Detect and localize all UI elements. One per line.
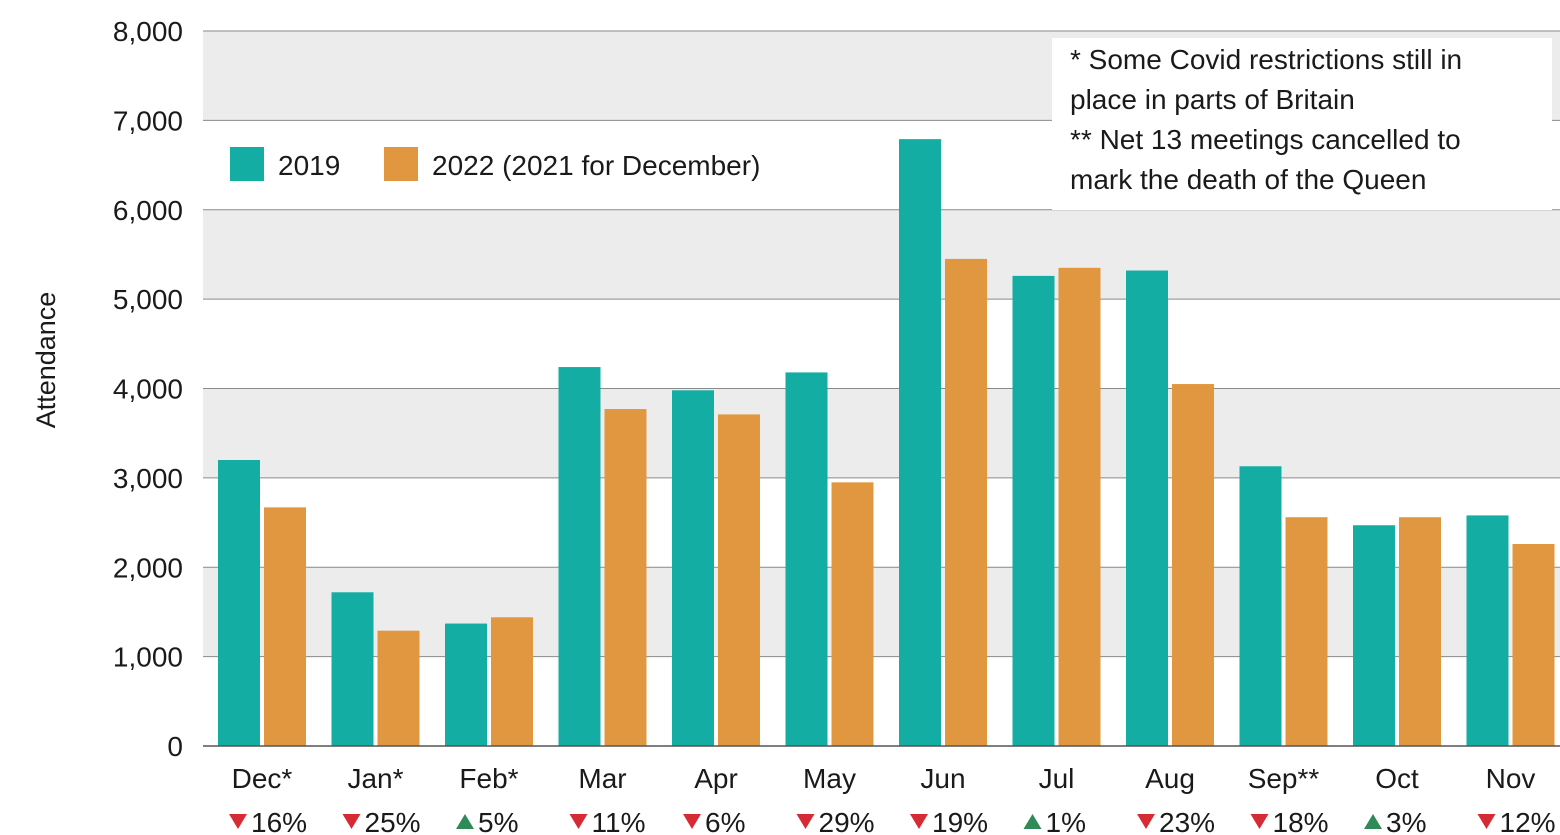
change-label: 5% xyxy=(478,807,518,835)
bar-2019-4 xyxy=(672,390,714,746)
bar-2019-1 xyxy=(331,592,374,746)
bar-2022-11 xyxy=(1512,544,1555,746)
bar-2022-9 xyxy=(1285,517,1328,746)
y-tick-label: 4,000 xyxy=(113,374,183,405)
change-label: 11% xyxy=(592,807,646,835)
grid-band xyxy=(203,567,1560,657)
y-tick-label: 3,000 xyxy=(113,463,183,494)
change-label: 1% xyxy=(1046,807,1086,835)
y-tick-label: 0 xyxy=(167,731,183,762)
change-up-triangle xyxy=(456,814,474,829)
footnote-line-2: place in parts of Britain xyxy=(1070,84,1355,115)
y-tick-label: 1,000 xyxy=(113,642,183,673)
x-tick-label: Apr xyxy=(694,763,738,794)
footnote-line-4: mark the death of the Queen xyxy=(1070,164,1427,195)
bars xyxy=(218,139,1555,747)
footnote-line-3: ** Net 13 meetings cancelled to xyxy=(1070,124,1461,155)
y-tick-label: 5,000 xyxy=(113,284,183,315)
bar-2022-7 xyxy=(1058,267,1101,746)
y-tick-label: 8,000 xyxy=(113,16,183,47)
bar-2019-11 xyxy=(1466,515,1509,746)
x-tick-label: Oct xyxy=(1375,763,1419,794)
bar-2022-5 xyxy=(831,482,874,746)
change-label: 19% xyxy=(932,807,988,835)
change-down-triangle xyxy=(569,814,588,829)
bar-2022-0 xyxy=(264,507,306,746)
bar-2022-2 xyxy=(491,617,533,746)
x-tick-label: Jun xyxy=(920,763,965,794)
grid-band xyxy=(203,388,1560,478)
bar-2019-5 xyxy=(785,372,828,746)
legend-label-2022: 2022 (2021 for December) xyxy=(432,150,760,181)
footnote-box: * Some Covid restrictions still in place… xyxy=(1052,38,1552,210)
change-down-triangle xyxy=(1250,814,1269,829)
change-label: 29% xyxy=(819,807,875,835)
x-tick-label: May xyxy=(803,763,856,794)
legend-label-2019: 2019 xyxy=(278,150,340,181)
change-down-triangle xyxy=(1477,814,1496,829)
change-label: 16% xyxy=(251,807,307,835)
x-tick-label: Feb* xyxy=(459,763,518,794)
bar-2019-3 xyxy=(558,367,601,746)
change-up-triangle xyxy=(1364,814,1382,829)
change-labels: 16% 25% 5% 11% 6% 29% 19% 1% 23% 18% 3% 12% xyxy=(229,807,1556,835)
x-axis-ticks: Dec* Jan* Feb* Mar Apr May Jun Jul Aug Sep** Oct No… xyxy=(232,763,1536,794)
change-up-triangle xyxy=(1023,814,1042,829)
x-tick-label: Dec* xyxy=(232,763,293,794)
change-label: 6% xyxy=(705,807,745,835)
change-label: 3% xyxy=(1386,807,1426,835)
y-tick-label: 6,000 xyxy=(113,195,183,226)
bar-2019-7 xyxy=(1012,275,1055,746)
bar-2019-10 xyxy=(1353,525,1395,746)
change-label: 25% xyxy=(365,807,421,835)
footnote-line-1: * Some Covid restrictions still in xyxy=(1070,44,1463,75)
x-tick-label: Mar xyxy=(578,763,626,794)
bar-2022-3 xyxy=(604,409,647,746)
legend: 2019 2022 (2021 for December) xyxy=(230,147,760,181)
bar-2019-9 xyxy=(1239,466,1282,746)
y-axis-label: Attendance xyxy=(31,292,61,429)
change-down-triangle xyxy=(910,814,928,829)
y-tick-label: 2,000 xyxy=(113,552,183,583)
change-down-triangle xyxy=(683,814,701,829)
x-tick-label: Sep** xyxy=(1248,763,1320,794)
grid-band xyxy=(203,209,1560,300)
x-tick-label: Nov xyxy=(1486,763,1536,794)
change-down-triangle xyxy=(1137,814,1155,829)
bar-2019-8 xyxy=(1126,270,1168,746)
y-axis-ticks: 0 1,000 2,000 3,000 4,000 5,000 6,000 7,000 8,00… xyxy=(113,16,183,762)
bar-2019-6 xyxy=(899,139,941,747)
bar-2019-2 xyxy=(445,623,487,746)
legend-swatch-2019 xyxy=(230,147,264,181)
x-tick-label: Jul xyxy=(1039,763,1075,794)
x-tick-label: Aug xyxy=(1145,763,1195,794)
bar-2022-4 xyxy=(718,414,760,746)
bar-2019-0 xyxy=(218,460,260,746)
bar-2022-1 xyxy=(377,630,420,746)
grid-lines xyxy=(203,30,1560,658)
bar-2022-6 xyxy=(945,258,987,746)
change-label: 18% xyxy=(1273,807,1329,835)
legend-swatch-2022 xyxy=(384,147,418,181)
change-down-triangle xyxy=(796,814,815,829)
change-label: 12% xyxy=(1500,807,1556,835)
bar-2022-10 xyxy=(1399,517,1441,746)
bar-2022-8 xyxy=(1172,384,1214,746)
change-down-triangle xyxy=(342,814,361,829)
change-down-triangle xyxy=(229,814,247,829)
y-tick-label: 7,000 xyxy=(113,105,183,136)
change-label: 23% xyxy=(1159,807,1215,835)
x-tick-label: Jan* xyxy=(347,763,403,794)
